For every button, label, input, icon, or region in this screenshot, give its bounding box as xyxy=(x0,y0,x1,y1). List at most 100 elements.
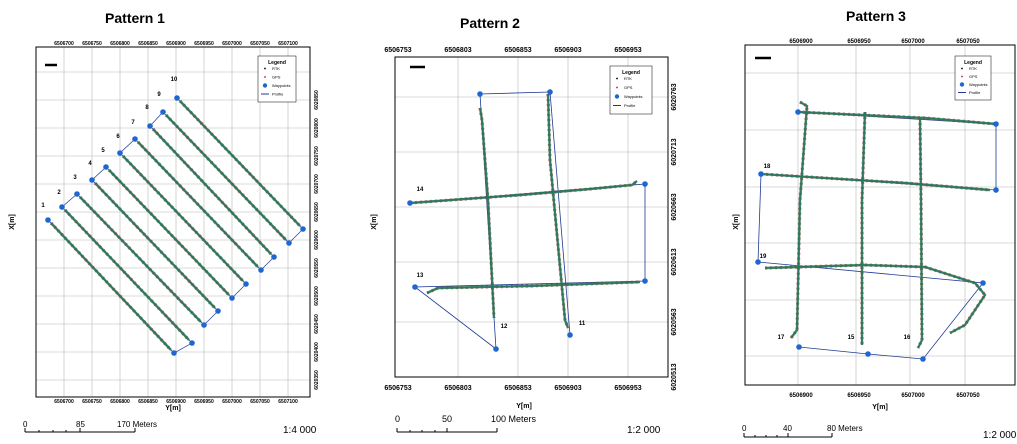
pass-label: 1 xyxy=(41,203,45,209)
waypoint-marker xyxy=(300,226,306,232)
bottom-tick-label: 6506950 xyxy=(847,393,871,399)
waypoint-marker xyxy=(89,177,95,183)
pattern-1-title: Pattern 1 xyxy=(105,10,165,26)
legend-item-label: Waypoints xyxy=(272,83,291,88)
pattern-2-title: Pattern 2 xyxy=(460,15,520,31)
waypoint-marker xyxy=(796,344,802,350)
pattern-3-y-axis-label: Y[m] xyxy=(872,404,888,411)
waypoint-marker xyxy=(147,123,153,129)
legend-item-label: Profile xyxy=(969,90,981,95)
pattern-2-ratio: 1:2 000 xyxy=(627,425,661,436)
legend-item-label: Profile xyxy=(272,92,284,97)
right-tick-label: 6020613 xyxy=(671,248,678,275)
waypoint-label: 16 xyxy=(904,335,911,341)
waypoint-marker xyxy=(642,181,648,187)
pattern-2-waypoint-labels: 14 13 12 11 xyxy=(417,187,586,330)
pattern-2-scale-end: 100 Meters xyxy=(491,414,537,424)
pass-label: 6 xyxy=(116,134,120,140)
waypoint-label: 14 xyxy=(417,187,424,193)
legend-item-label: GPS xyxy=(969,74,978,79)
pass-rtk xyxy=(137,141,259,268)
right-tick-label: 6020513 xyxy=(671,363,678,390)
waypoint-marker xyxy=(132,136,138,142)
waypoint-marker xyxy=(993,187,999,193)
waypoint-label: 11 xyxy=(579,321,586,327)
pattern-2-frame xyxy=(394,56,669,378)
right-tick-label: 6020763 xyxy=(671,83,678,110)
pattern-3-scale-end: 80 Meters xyxy=(827,424,863,433)
pattern-2-tracks xyxy=(407,89,648,352)
pattern-1-frame xyxy=(35,46,311,398)
bottom-tick-label: 6506903 xyxy=(554,385,581,392)
pattern-1-scale-0: 0 xyxy=(23,420,28,429)
row-13-rtk xyxy=(426,280,641,295)
bottom-tick-label: 6506750 xyxy=(82,399,102,405)
pattern-1-map: 6506700 6506750 6506800 6506850 6506900 65069… xyxy=(9,41,320,412)
waypoint-marker xyxy=(920,356,926,362)
waypoint-marker xyxy=(477,91,483,97)
legend-waypoint-symbol xyxy=(614,94,620,99)
waypoint-marker xyxy=(174,95,180,101)
waypoint-marker xyxy=(160,109,166,115)
pass-rtk xyxy=(179,100,301,227)
waypoint-marker xyxy=(171,350,177,356)
pattern-3-map: 6506900 6506950 6507000 6507050 6506900 6506… xyxy=(733,39,1016,411)
waypoint-label: 18 xyxy=(764,164,771,170)
bottom-tick-label: 6507050 xyxy=(250,399,270,405)
pattern-1-bottom-ticks: 6506700 6506750 6506800 6506850 6506900 65069… xyxy=(54,399,298,405)
top-tick-label: 6506850 xyxy=(138,41,158,47)
pass-label: 7 xyxy=(131,120,135,126)
pattern-3-frame xyxy=(744,44,1016,386)
pattern-1-scale-bar xyxy=(24,428,136,433)
row-14-rtk xyxy=(409,180,638,205)
pattern-1-x-axis-label: X[m] xyxy=(9,214,16,230)
bottom-tick-label: 6506800 xyxy=(110,399,130,405)
pass-rtk xyxy=(50,222,172,351)
top-tick-label: 6506750 xyxy=(82,41,102,47)
pattern-3-scale-bar xyxy=(743,433,833,438)
right-tick-label: 6020800 xyxy=(314,118,320,138)
pattern-2-x-axis-label: X[m] xyxy=(371,214,378,230)
waypoint-marker xyxy=(755,259,761,265)
profile-route xyxy=(757,111,997,360)
right-tick-label: 6020663 xyxy=(671,193,678,220)
row-top-rtk xyxy=(797,110,997,126)
col-17-rtk xyxy=(790,100,809,339)
pass-rtk xyxy=(122,155,244,282)
pattern-2-bottom-ticks: 6506753 6506803 6506853 6506903 6506953 xyxy=(384,385,641,392)
pattern-3-grid xyxy=(745,45,1015,385)
waypoint-marker xyxy=(567,332,573,338)
top-tick-label: 6506803 xyxy=(444,47,471,54)
legend-title: Legend xyxy=(964,60,982,66)
waypoint-marker xyxy=(271,254,277,260)
top-tick-label: 6507050 xyxy=(250,41,270,47)
bottom-tick-label: 6506953 xyxy=(614,385,641,392)
waypoint-marker xyxy=(758,171,764,177)
legend-gps-symbol xyxy=(616,86,618,89)
pattern-2-scale-bar xyxy=(396,428,498,433)
top-tick-label: 6506950 xyxy=(847,39,871,45)
top-tick-label: 6507050 xyxy=(956,39,980,45)
waypoint-marker xyxy=(547,89,553,95)
bottom-tick-label: 6507000 xyxy=(222,399,242,405)
legend-title: Legend xyxy=(622,70,640,76)
top-tick-label: 6506853 xyxy=(504,47,531,54)
waypoint-label: 13 xyxy=(417,273,424,279)
waypoint-label: 17 xyxy=(778,335,785,341)
pass-rtk xyxy=(79,196,202,323)
bottom-tick-label: 6507100 xyxy=(278,399,298,405)
pattern-3-waypoint-labels: 18 19 17 15 16 xyxy=(760,164,911,341)
top-tick-label: 6507000 xyxy=(901,39,925,45)
legend-item-label: Waypoints xyxy=(969,82,988,87)
right-tick-label: 6020400 xyxy=(314,342,320,362)
pattern-2-scale-mid: 50 xyxy=(442,414,453,424)
pattern-1-scale-end: 170 Meters xyxy=(117,420,158,429)
pass-label: 3 xyxy=(73,175,77,181)
pattern-1-top-ticks: 6506700 6506750 6506800 6506850 6506900 65069… xyxy=(54,41,298,47)
bottom-tick-label: 6506753 xyxy=(384,385,411,392)
waypoint-marker xyxy=(865,351,871,357)
waypoint-marker xyxy=(407,200,413,206)
row-18-rtk xyxy=(760,172,991,192)
